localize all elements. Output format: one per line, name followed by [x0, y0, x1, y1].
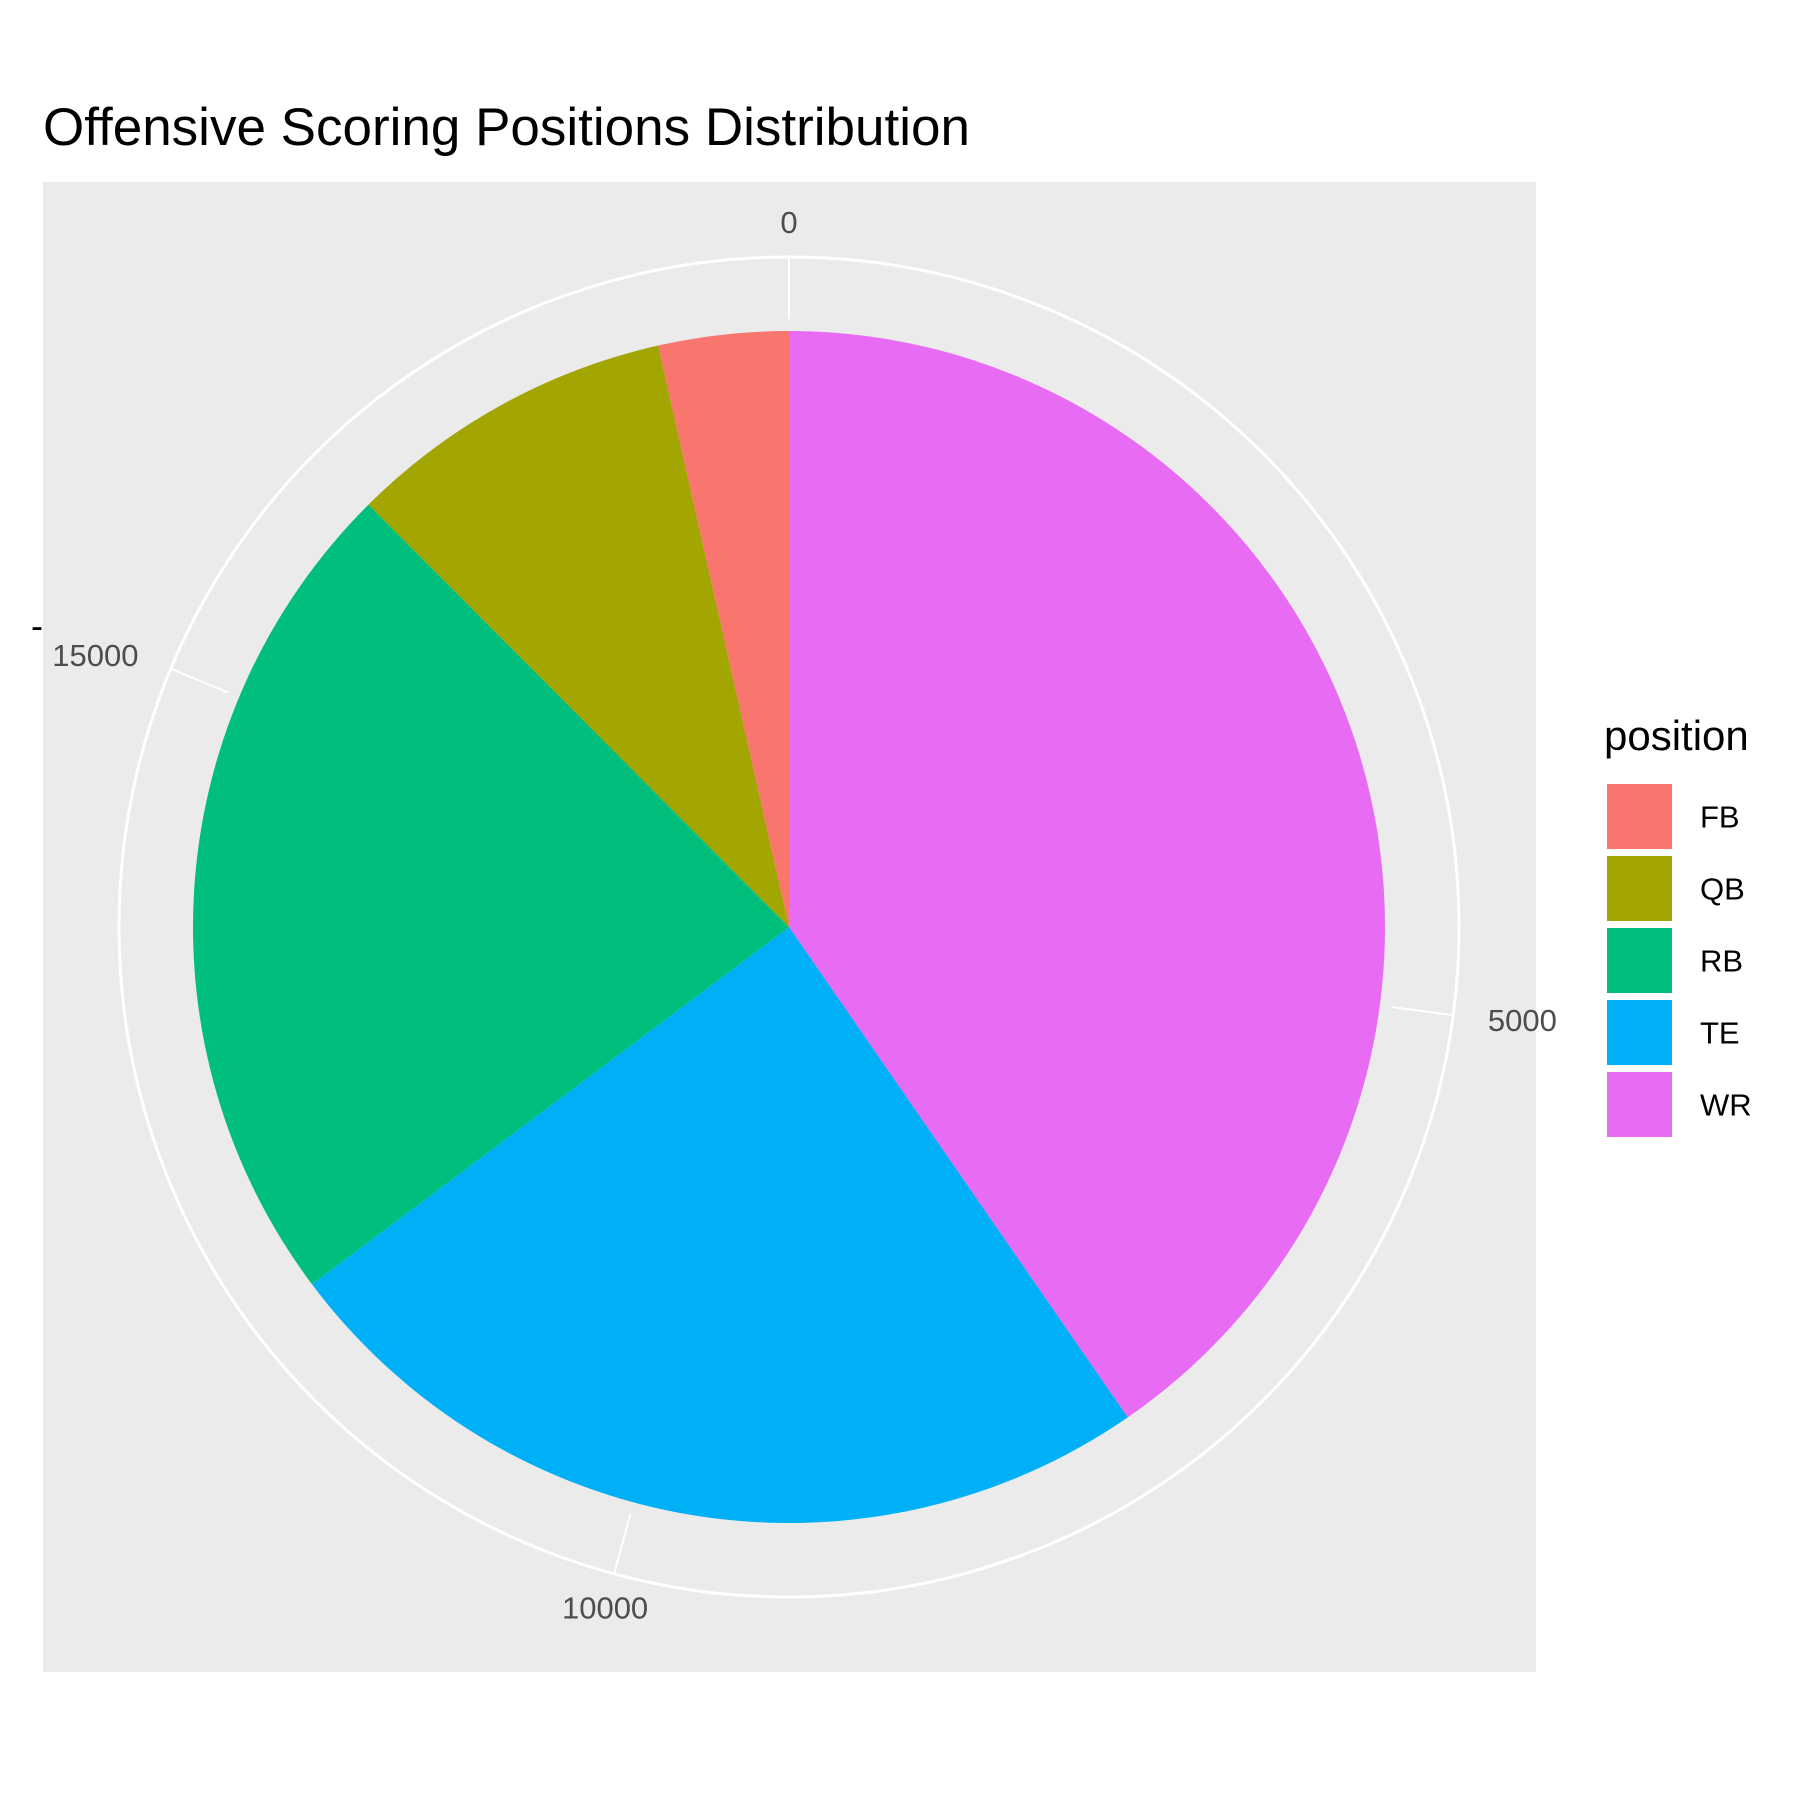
grid-spoke-15000: [170, 667, 229, 694]
pie-slice-qb: [368, 345, 789, 928]
legend-label-rb: RB: [1700, 944, 1743, 979]
legend-key-rb: [1605, 926, 1674, 995]
legend-key-fb: [1605, 782, 1674, 851]
tick-label-5000: 5000: [1488, 1003, 1557, 1038]
pie-slice-te: [311, 927, 1128, 1523]
legend: position FB QB RB TE WR: [1604, 712, 1752, 1139]
legend-title: position: [1604, 712, 1749, 759]
legend-label-qb: QB: [1700, 872, 1745, 907]
chart-title: Offensive Scoring Positions Distribution: [43, 98, 970, 157]
pie-slice-wr: [789, 331, 1385, 1418]
legend-key-te: [1605, 998, 1674, 1067]
y-axis-label: -: [31, 605, 43, 646]
legend-label-te: TE: [1700, 1016, 1740, 1051]
pie-slice-rb: [192, 504, 790, 1285]
legend-label-wr: WR: [1700, 1088, 1752, 1123]
pie-slices: [192, 331, 1385, 1523]
tick-label-15000: 15000: [52, 638, 138, 673]
tick-label-0: 0: [780, 205, 797, 240]
radial-tick-labels: 0 5000 10000 15000: [52, 205, 1557, 1626]
tick-label-10000: 10000: [562, 1591, 648, 1626]
pie-slice-fb: [658, 331, 789, 927]
legend-key-qb: [1605, 854, 1674, 923]
radial-grid: [117, 255, 1461, 1599]
legend-key-wr: [1605, 1070, 1674, 1139]
grid-spoke-10000: [613, 1513, 632, 1575]
legend-label-fb: FB: [1700, 800, 1740, 835]
grid-spoke-5000: [1391, 1006, 1454, 1017]
